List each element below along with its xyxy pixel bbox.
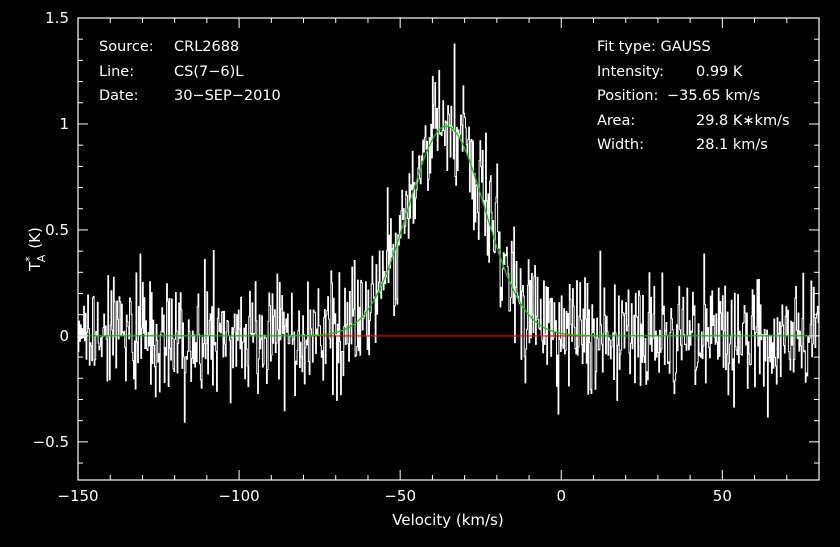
y-tick-label: 0 bbox=[59, 327, 69, 345]
x-tick-label: −50 bbox=[384, 487, 416, 505]
line-label: Line: bbox=[99, 64, 134, 80]
y-tick-label: 0.5 bbox=[45, 221, 69, 239]
position-value: −35.65 km/s bbox=[667, 88, 760, 104]
fit-info: Fit type: GAUSS Intensity: 0.99 K Positi… bbox=[597, 39, 790, 153]
area-value: 29.8 K∗km/s bbox=[696, 113, 790, 129]
source-info: Source: CRL2688 Line: CS(7−6)L Date: 30−… bbox=[99, 39, 281, 104]
x-tick-labels: −150 −100 −50 0 50 bbox=[57, 487, 731, 505]
source-label: Source: bbox=[99, 39, 154, 55]
date-value: 30−SEP−2010 bbox=[174, 88, 281, 104]
source-value: CRL2688 bbox=[174, 39, 239, 55]
y-tick-labels: −0.5 0 0.5 1 1.5 bbox=[33, 9, 69, 451]
x-axis-label: Velocity (km/s) bbox=[392, 511, 503, 529]
gaussian-fit-curve bbox=[78, 125, 819, 337]
y-axis-label-sub: A bbox=[35, 254, 48, 262]
y-axis-label-main: T bbox=[26, 261, 44, 272]
spectrum-trace bbox=[78, 43, 820, 423]
fit-type-text: Fit type: GAUSS bbox=[597, 39, 711, 55]
area-label: Area: bbox=[597, 113, 635, 129]
intensity-label: Intensity: bbox=[597, 64, 664, 80]
line-value: CS(7−6)L bbox=[174, 64, 243, 80]
y-axis-label: T*A (K) bbox=[23, 227, 48, 272]
y-tick-label: 1 bbox=[59, 115, 69, 133]
x-tick-label: −150 bbox=[57, 487, 98, 505]
plot-lines bbox=[78, 43, 820, 423]
y-tick-label: 1.5 bbox=[45, 9, 69, 27]
y-tick-label: −0.5 bbox=[33, 433, 69, 451]
axis-ticks bbox=[77, 17, 820, 480]
width-value: 28.1 km/s bbox=[696, 137, 768, 153]
y-axis-label-sup: * bbox=[23, 256, 36, 262]
x-tick-label: −100 bbox=[218, 487, 259, 505]
width-label: Width: bbox=[597, 137, 644, 153]
intensity-value: 0.99 K bbox=[696, 64, 743, 80]
plot-frame bbox=[77, 17, 820, 481]
position-label: Position: bbox=[597, 88, 658, 104]
svg-text:T*A(K): T*A (K) bbox=[23, 227, 48, 272]
x-tick-label: 50 bbox=[713, 487, 732, 505]
date-label: Date: bbox=[99, 88, 139, 104]
y-axis-label-unit: (K) bbox=[26, 227, 44, 249]
x-tick-label: 0 bbox=[556, 487, 566, 505]
